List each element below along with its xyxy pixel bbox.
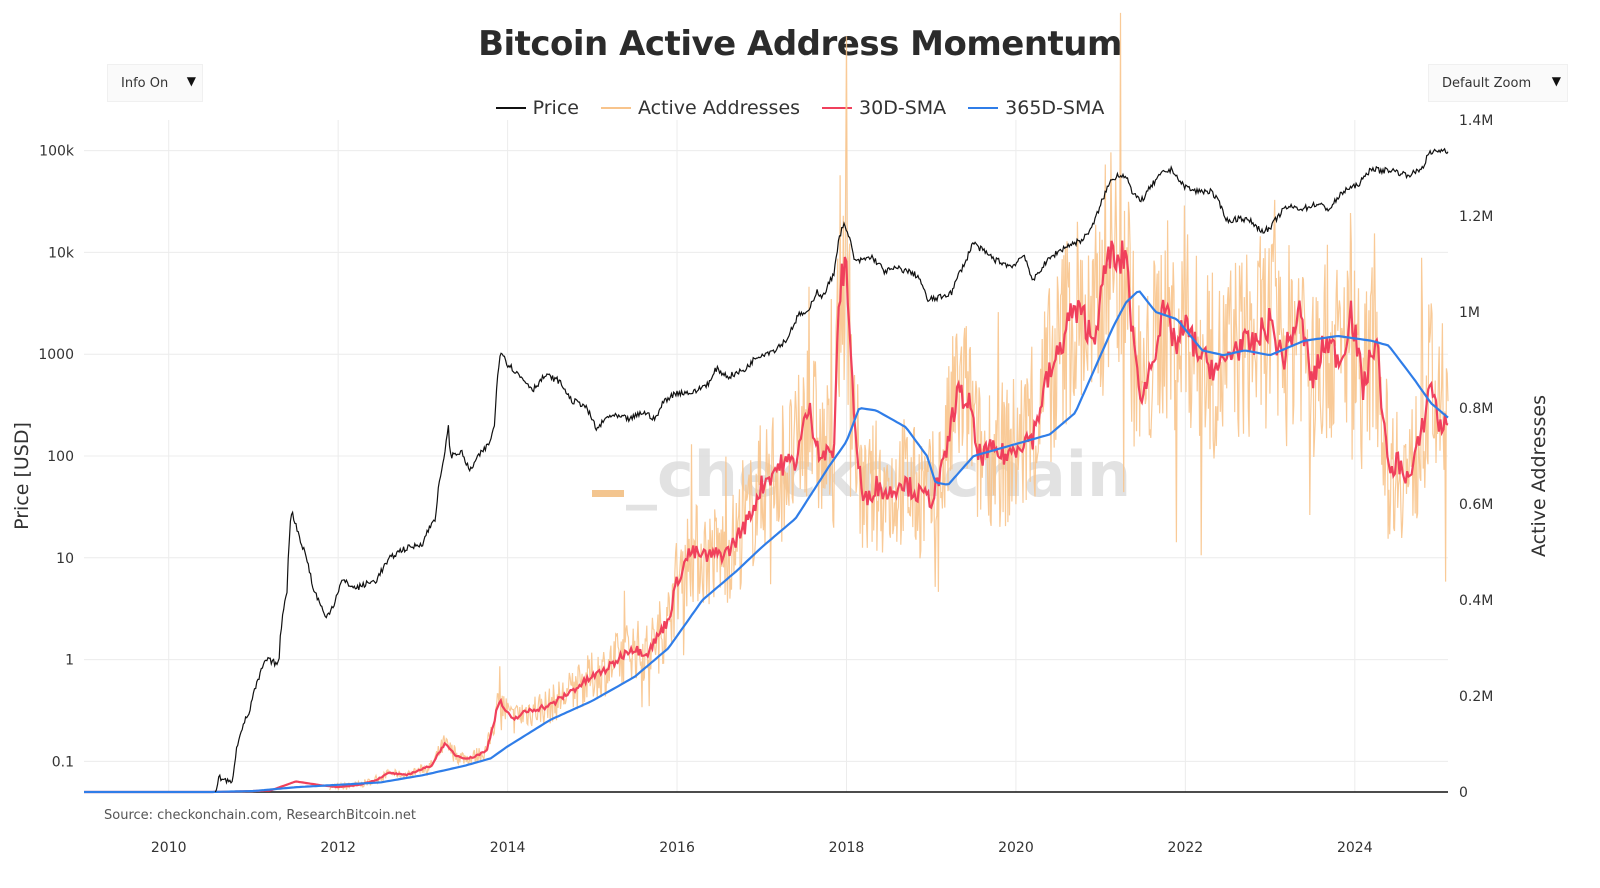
x-tick-label: 2012 xyxy=(320,840,356,856)
legend-item-active-addresses[interactable]: Active Addresses xyxy=(600,97,801,119)
legend-item-365d-sma[interactable]: 365D-SMA xyxy=(968,97,1104,119)
series-active-addresses xyxy=(329,12,1449,791)
y-right-tick-label: 1.2M xyxy=(1459,209,1493,225)
x-tick-label: 2022 xyxy=(1168,840,1204,856)
zoom-label: Default Zoom xyxy=(1442,75,1532,91)
y-left-tick-label: 1 xyxy=(65,653,74,669)
y-axis-title-right: Active Addresses xyxy=(1528,394,1550,558)
chart-legend: Price Active Addresses 30D-SMA 365D-SMA xyxy=(0,97,1600,119)
series-365d-sma xyxy=(84,290,1449,794)
x-tick-label: 2010 xyxy=(151,840,187,856)
x-tick-label: 2016 xyxy=(659,840,695,856)
y-axis-title-left: Price [USD] xyxy=(11,422,33,530)
legend-item-30d-sma[interactable]: 30D-SMA xyxy=(822,97,946,119)
y-left-tick-label: 100 xyxy=(47,449,74,465)
y-right-tick-label: 0.4M xyxy=(1459,593,1493,609)
dropdown-arrow-icon: ▼ xyxy=(186,74,196,88)
y-right-tick-label: 0 xyxy=(1459,785,1468,801)
legend-label-30d-sma: 30D-SMA xyxy=(859,97,947,119)
series-price xyxy=(214,147,1449,793)
y-left-tick-label: 10k xyxy=(48,245,75,261)
legend-swatch-30d-sma xyxy=(822,107,853,109)
y-right-tick-label: 0.8M xyxy=(1459,401,1493,417)
y-right-tick-label: 1M xyxy=(1459,305,1480,321)
legend-swatch-price xyxy=(495,107,526,109)
y-right-tick-label: 1.4M xyxy=(1459,113,1493,129)
info-toggle-dropdown[interactable]: Info On ▼ xyxy=(107,64,203,102)
info-toggle-label: Info On xyxy=(121,75,169,91)
y-left-tick-label: 10 xyxy=(56,551,74,567)
x-tick-label: 2020 xyxy=(998,840,1034,856)
legend-item-price[interactable]: Price xyxy=(495,97,579,119)
y-right-tick-label: 0.2M xyxy=(1459,689,1493,705)
legend-label-365d-sma: 365D-SMA xyxy=(1005,97,1105,119)
x-tick-label: 2018 xyxy=(829,840,865,856)
series-30d-sma xyxy=(84,240,1449,794)
legend-label-price: Price xyxy=(532,97,579,119)
grid-lines xyxy=(84,120,1448,793)
y-right-tick-label: 0.6M xyxy=(1459,497,1493,513)
y-left-tick-label: 0.1 xyxy=(52,754,74,770)
legend-swatch-365d-sma xyxy=(968,107,999,109)
axis-ticks: 2010 2012 2014 2016 2018 2020 2022 2024 0.1 1 10 10… xyxy=(38,113,1493,856)
zoom-dropdown[interactable]: Default Zoom ▼ xyxy=(1428,64,1568,102)
x-tick-label: 2014 xyxy=(490,840,526,856)
x-tick-label: 2024 xyxy=(1337,840,1373,856)
dropdown-arrow-icon: ▼ xyxy=(1551,74,1561,88)
watermark-underscore xyxy=(592,490,624,497)
series-layer xyxy=(84,12,1449,794)
chart-title: Bitcoin Active Address Momentum xyxy=(478,24,1122,64)
source-note: Source: checkonchain.com, ResearchBitcoi… xyxy=(104,808,416,823)
y-left-tick-label: 100k xyxy=(39,144,75,160)
legend-swatch-active-addresses xyxy=(600,107,631,109)
legend-label-active-addresses: Active Addresses xyxy=(637,97,801,119)
y-left-tick-label: 1000 xyxy=(38,347,74,363)
